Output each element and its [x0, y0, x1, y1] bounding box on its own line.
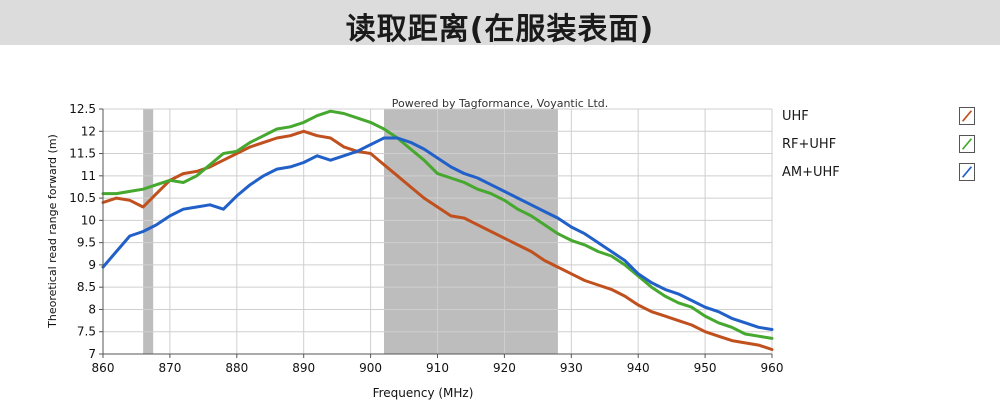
legend-swatch-uhf: [959, 107, 975, 125]
x-tick-label: 900: [359, 361, 382, 375]
series-line-am-uhf: [101, 136, 774, 331]
y-tick-label: 8: [88, 302, 96, 316]
legend-swatch-rf-uhf: [959, 135, 975, 153]
y-tick-label: 7: [88, 347, 96, 361]
y-tick-label: 7.5: [77, 325, 96, 339]
y-axis-label: Theoretical read range forward (m): [46, 134, 59, 329]
legend-item-uhf[interactable]: UHF: [780, 107, 980, 129]
shaded-band-1: [383, 109, 558, 354]
legend-item-am-uhf[interactable]: AM+UHF: [780, 163, 980, 185]
page-title: 读取距离(在服装表面): [345, 12, 655, 47]
x-axis-label: Frequency (MHz): [373, 386, 474, 400]
x-tick-label: 940: [627, 361, 650, 375]
watermark-text: Powered by Tagformance, Voyantic Ltd.: [392, 97, 609, 110]
chart-series: [101, 109, 774, 351]
series-line-uhf: [101, 129, 774, 351]
x-tick-label: 960: [761, 361, 784, 375]
y-tick-label: 8.5: [77, 280, 96, 294]
y-tick-label: 10: [81, 213, 96, 227]
x-tick-label: 920: [493, 361, 516, 375]
y-tick-label: 11: [81, 169, 96, 183]
legend-label-am-uhf: AM+UHF: [782, 165, 840, 180]
y-tick-label: 12: [81, 124, 96, 138]
x-tick-label: 870: [158, 361, 181, 375]
series-line-rf-uhf: [101, 109, 774, 340]
y-tick-label: 12.5: [69, 102, 96, 116]
y-tick-label: 9: [88, 258, 96, 272]
chart-legend: UHF RF+UHF AM+UHF: [780, 105, 980, 195]
x-tick-label: 910: [426, 361, 449, 375]
legend-label-uhf: UHF: [782, 109, 809, 124]
legend-swatch-am-uhf: [959, 163, 975, 181]
chart-axes: 860 870 880 890 900 910 920 930 940 950 96077.588.…: [69, 102, 783, 375]
x-tick-label: 880: [225, 361, 248, 375]
x-tick-label: 930: [560, 361, 583, 375]
legend-label-rf-uhf: RF+UHF: [782, 137, 837, 152]
title-banner: 读取距离(在服装表面): [0, 0, 1000, 47]
y-tick-label: 11.5: [69, 147, 96, 161]
x-tick-label: 860: [92, 361, 115, 375]
shaded-bands: [143, 109, 558, 354]
y-tick-label: 10.5: [69, 191, 96, 205]
legend-item-rf-uhf[interactable]: RF+UHF: [780, 135, 980, 157]
x-tick-label: 890: [292, 361, 315, 375]
shaded-band-0: [143, 109, 154, 354]
x-tick-label: 950: [694, 361, 717, 375]
y-tick-label: 9.5: [77, 236, 96, 250]
